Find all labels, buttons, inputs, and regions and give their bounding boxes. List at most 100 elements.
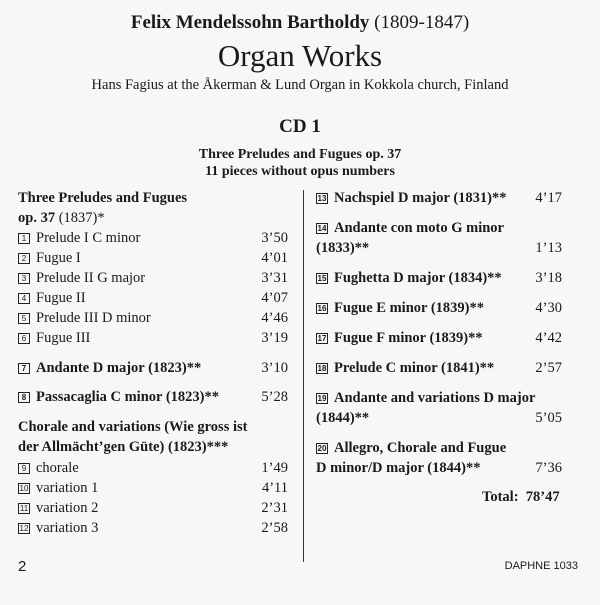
track-duration: 4’07 bbox=[261, 290, 288, 306]
track-title: Andante D major (1823)** bbox=[36, 360, 202, 376]
track-duration: 5’05 bbox=[535, 410, 562, 426]
track-duration: 3’31 bbox=[261, 270, 288, 286]
track-duration: 4’11 bbox=[261, 480, 288, 496]
track-title: Prelude C minor (1841)** bbox=[334, 360, 495, 376]
total-line: Total: 78’47 bbox=[482, 488, 560, 506]
track-number-box: 5 bbox=[18, 313, 30, 324]
track-row: 13 Nachspiel D major (1831)** bbox=[316, 189, 507, 207]
track-duration: 3’18 bbox=[535, 270, 562, 286]
track-row: 6 Fugue III bbox=[18, 329, 90, 347]
track-duration: 5’28 bbox=[261, 389, 288, 405]
track-number-box: 17 bbox=[316, 333, 328, 344]
track-title: variation 2 bbox=[36, 500, 99, 516]
track-number-box: 18 bbox=[316, 363, 328, 374]
track-number-box: 14 bbox=[316, 223, 328, 234]
track-number-box: 7 bbox=[18, 363, 30, 374]
total-duration: 78’47 bbox=[525, 489, 560, 505]
track-number-box: 10 bbox=[18, 483, 30, 494]
track-title: Nachspiel D major (1831)** bbox=[334, 190, 507, 206]
track-title: Fugue E minor (1839)** bbox=[334, 300, 484, 316]
track-row: 10 variation 1 bbox=[18, 479, 98, 497]
group-opus: op. 37 (1837)* bbox=[18, 209, 105, 227]
track-duration: 2’31 bbox=[261, 500, 288, 516]
track-duration: 2’57 bbox=[535, 360, 562, 376]
cd-label: CD 1 bbox=[279, 116, 321, 137]
track-title: Andante and variations D major bbox=[334, 390, 536, 406]
track-number-box: 8 bbox=[18, 392, 30, 403]
track-title: Fughetta D major (1834)** bbox=[334, 270, 502, 286]
group-title: Chorale and variations (Wie gross ist bbox=[18, 419, 248, 435]
track-title: Prelude II G major bbox=[36, 270, 146, 286]
track-number-box: 15 bbox=[316, 273, 328, 284]
track-title: variation 1 bbox=[36, 480, 99, 496]
cd-subtitle-1: Three Preludes and Fugues op. 37 bbox=[198, 147, 402, 162]
track-row: 20 Allegro, Chorale and Fugue bbox=[316, 439, 506, 457]
track-duration: 3’10 bbox=[261, 360, 288, 376]
track-duration: 4’42 bbox=[535, 330, 562, 346]
cd-subtitle-2: 11 pieces without opus numbers bbox=[205, 164, 395, 179]
total-label: Total: bbox=[482, 489, 519, 505]
track-row: 11 variation 2 bbox=[18, 499, 98, 517]
track-row: 4 Fugue II bbox=[18, 289, 86, 307]
track-number-box: 9 bbox=[18, 463, 30, 474]
opus: op. 37 bbox=[18, 210, 56, 226]
track-number-box: 6 bbox=[18, 333, 30, 344]
track-title: Prelude III D minor bbox=[36, 310, 151, 326]
track-row: 14 Andante con moto G minor bbox=[316, 219, 504, 237]
track-duration: 7’36 bbox=[535, 460, 562, 476]
track-title: Andante con moto G minor bbox=[334, 220, 504, 236]
opus-year: (1837)* bbox=[58, 210, 105, 226]
track-number-box: 1 bbox=[18, 233, 30, 244]
column-divider bbox=[303, 190, 304, 562]
group-title-continued: der Allmächt’gen Güte) (1823)*** bbox=[18, 439, 229, 455]
track-duration: 3’50 bbox=[261, 230, 288, 246]
track-number-box: 3 bbox=[18, 273, 30, 284]
track-duration: 3’19 bbox=[261, 330, 288, 346]
track-number-box: 4 bbox=[18, 293, 30, 304]
track-row: 1 Prelude I C minor bbox=[18, 229, 140, 247]
catalog-number: DAPHNE 1033 bbox=[504, 560, 578, 572]
track-number-box: 19 bbox=[316, 393, 328, 404]
track-row: 19 Andante and variations D major bbox=[316, 389, 535, 407]
track-title: variation 3 bbox=[36, 520, 99, 536]
track-duration: 1’49 bbox=[261, 460, 288, 476]
track-row: 18 Prelude C minor (1841)** bbox=[316, 359, 494, 377]
track-title: Fugue I bbox=[36, 250, 81, 266]
track-title: Prelude I C minor bbox=[36, 230, 141, 246]
track-number-box: 11 bbox=[18, 503, 30, 514]
track-title: Allegro, Chorale and Fugue bbox=[334, 440, 507, 456]
track-row: 12 variation 3 bbox=[18, 519, 98, 537]
track-title: Passacaglia C minor (1823)** bbox=[36, 389, 219, 405]
track-duration: 1’13 bbox=[535, 240, 562, 256]
track-duration: 4’01 bbox=[261, 250, 288, 266]
track-title: chorale bbox=[36, 460, 79, 476]
composer-dates: (1809-1847) bbox=[374, 12, 470, 33]
track-number-box: 13 bbox=[316, 193, 328, 204]
track-title: Fugue II bbox=[36, 290, 86, 306]
track-title-continued: (1833)** bbox=[316, 240, 370, 256]
track-row: 15 Fughetta D major (1834)** bbox=[316, 269, 502, 287]
track-duration: 2’58 bbox=[261, 520, 288, 536]
track-row: 16 Fugue E minor (1839)** bbox=[316, 299, 484, 317]
track-duration: 4’17 bbox=[535, 190, 562, 206]
track-title-continued: D minor/D major (1844)** bbox=[316, 460, 481, 476]
track-row: 8 Passacaglia C minor (1823)** bbox=[18, 388, 219, 406]
track-duration: 4’30 bbox=[535, 300, 562, 316]
track-title: Fugue III bbox=[36, 330, 91, 346]
performer: Hans Fagius at the Åkerman & Lund Organ … bbox=[91, 77, 509, 93]
track-row: 7 Andante D major (1823)** bbox=[18, 359, 201, 377]
track-row: 5 Prelude III D minor bbox=[18, 309, 151, 327]
track-number-box: 12 bbox=[18, 523, 30, 534]
track-row: 2 Fugue I bbox=[18, 249, 81, 267]
track-title: Fugue F minor (1839)** bbox=[334, 330, 483, 346]
page-number: 2 bbox=[18, 558, 27, 575]
composer-line: Felix Mendelssohn Bartholdy (1809-1847) bbox=[0, 12, 600, 34]
track-number-box: 20 bbox=[316, 443, 328, 454]
composer: Felix Mendelssohn Bartholdy bbox=[130, 12, 370, 33]
track-row: 17 Fugue F minor (1839)** bbox=[316, 329, 483, 347]
page-title: Organ Works bbox=[217, 38, 383, 73]
track-number-box: 16 bbox=[316, 303, 328, 314]
track-title-continued: (1844)** bbox=[316, 410, 370, 426]
group-title: Three Preludes and Fugues bbox=[18, 190, 188, 206]
